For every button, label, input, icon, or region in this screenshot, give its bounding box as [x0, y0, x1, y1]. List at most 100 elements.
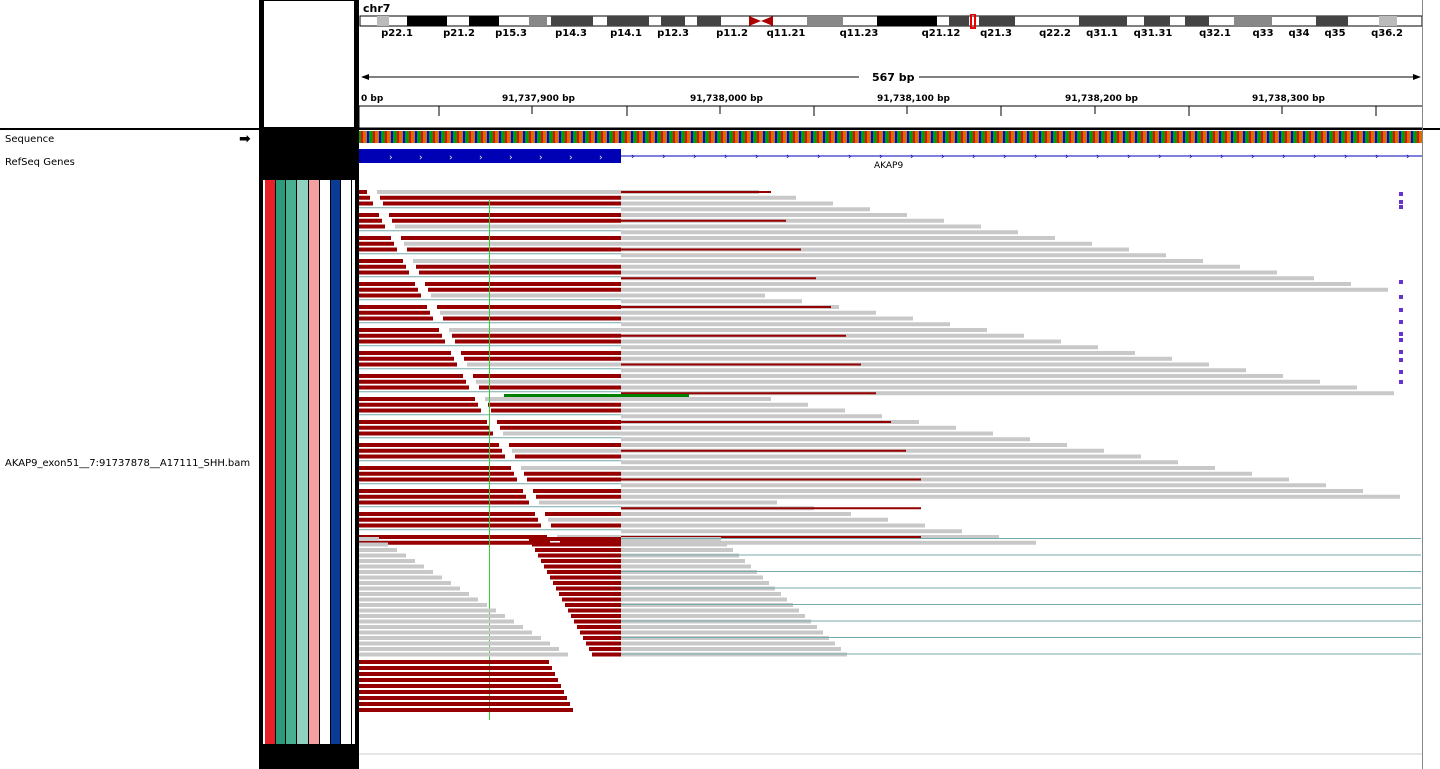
right-arrow-icon[interactable]: ➡	[239, 131, 251, 147]
cytoband-label: p15.3	[495, 28, 527, 39]
read	[621, 236, 1055, 240]
read	[359, 489, 523, 493]
read	[535, 548, 627, 552]
read	[359, 672, 555, 676]
read	[565, 603, 657, 607]
cytoband	[979, 16, 1015, 26]
attribute-column[interactable]	[297, 180, 309, 744]
data-panel	[359, 0, 1423, 769]
cytoband	[1185, 16, 1209, 26]
cytoband-label: q33	[1252, 28, 1273, 39]
read	[359, 293, 421, 298]
read	[359, 477, 517, 482]
cytoband-label: q35	[1324, 28, 1345, 39]
sequence-track[interactable]	[359, 131, 1423, 143]
cytoband-label: q31.31	[1134, 28, 1173, 39]
read	[621, 351, 1135, 355]
read	[359, 603, 487, 607]
read	[621, 575, 763, 580]
read	[359, 448, 502, 453]
strand-arrow: ›	[1375, 152, 1379, 162]
attribute-column[interactable]	[276, 180, 286, 744]
read	[407, 247, 621, 252]
read	[621, 494, 1400, 499]
read	[359, 570, 433, 574]
panel-divider[interactable]	[259, 0, 263, 769]
read	[359, 636, 541, 640]
read	[359, 684, 561, 688]
strand-arrow: ›	[449, 153, 453, 163]
track-name-bam[interactable]: AKAP9_exon51__7:91737878__A17111_SHH.bam	[5, 458, 251, 469]
read	[359, 500, 529, 505]
cytoband	[1144, 16, 1170, 26]
read	[621, 421, 891, 423]
read	[359, 333, 442, 338]
read	[359, 540, 550, 545]
header-name-panel	[0, 0, 259, 128]
read	[538, 553, 630, 558]
attribute-column[interactable]	[265, 180, 276, 744]
strand-arrow: ›	[848, 152, 852, 162]
read	[392, 218, 621, 223]
cytoband-label: q21.3	[980, 28, 1012, 39]
ruler[interactable]	[359, 60, 1423, 130]
read	[621, 259, 1203, 263]
read	[524, 471, 621, 476]
insertion-mark	[1399, 192, 1403, 196]
read	[621, 471, 1252, 476]
read-line	[621, 653, 1421, 655]
mismatch-column	[489, 200, 490, 720]
strand-arrow: ›	[1251, 152, 1255, 162]
read	[574, 619, 666, 624]
strand-arrow: ›	[1003, 152, 1007, 162]
strand-arrow: ›	[1344, 152, 1348, 162]
read	[621, 460, 1178, 465]
read	[621, 310, 876, 315]
read	[621, 478, 921, 481]
cytoband	[661, 16, 685, 26]
read	[621, 489, 1363, 493]
read	[359, 564, 424, 569]
read	[401, 236, 621, 240]
read	[476, 379, 621, 384]
read	[452, 333, 621, 338]
read	[359, 305, 427, 309]
cytoband	[697, 16, 721, 26]
read	[621, 363, 861, 366]
read	[359, 625, 523, 629]
read	[621, 195, 796, 200]
gene-track[interactable]: › › › › › › › › › › › › › › › › › › › › › › › › › › › › › › › › › ›	[359, 146, 1423, 176]
read	[359, 310, 430, 315]
insertion-mark	[1399, 280, 1403, 284]
read	[359, 702, 570, 706]
read	[550, 575, 642, 580]
attribute-column[interactable]	[331, 180, 341, 744]
cytoband	[607, 16, 649, 26]
cytoband	[469, 16, 499, 26]
header-separator	[0, 128, 1440, 130]
read	[621, 641, 835, 646]
read	[416, 264, 621, 269]
attribute-column[interactable]	[320, 180, 331, 744]
cytoband	[407, 16, 447, 26]
alignment-track[interactable]	[359, 180, 1423, 760]
read	[359, 641, 550, 646]
read	[359, 236, 391, 240]
track-name-sequence[interactable]: Sequence	[5, 134, 55, 145]
strand-arrow: ›	[631, 152, 635, 162]
read	[621, 408, 845, 413]
read	[621, 414, 882, 419]
read	[473, 374, 621, 378]
attribute-column[interactable]	[286, 180, 297, 744]
read	[359, 454, 505, 459]
attribute-column[interactable]	[341, 180, 352, 744]
strand-arrow: ›	[1127, 152, 1131, 162]
read	[443, 316, 621, 321]
read	[621, 385, 1357, 390]
panel-divider-2[interactable]	[355, 0, 359, 769]
track-name-refseq[interactable]: RefSeq Genes	[5, 157, 75, 168]
attribute-column[interactable]	[309, 180, 320, 744]
read	[621, 322, 950, 327]
chromosome-ideogram[interactable]: p22.1 p21.2 p15.3 p14.3 p14.1 p12.3 p11.2 q11.2…	[359, 14, 1423, 54]
read	[359, 517, 538, 522]
